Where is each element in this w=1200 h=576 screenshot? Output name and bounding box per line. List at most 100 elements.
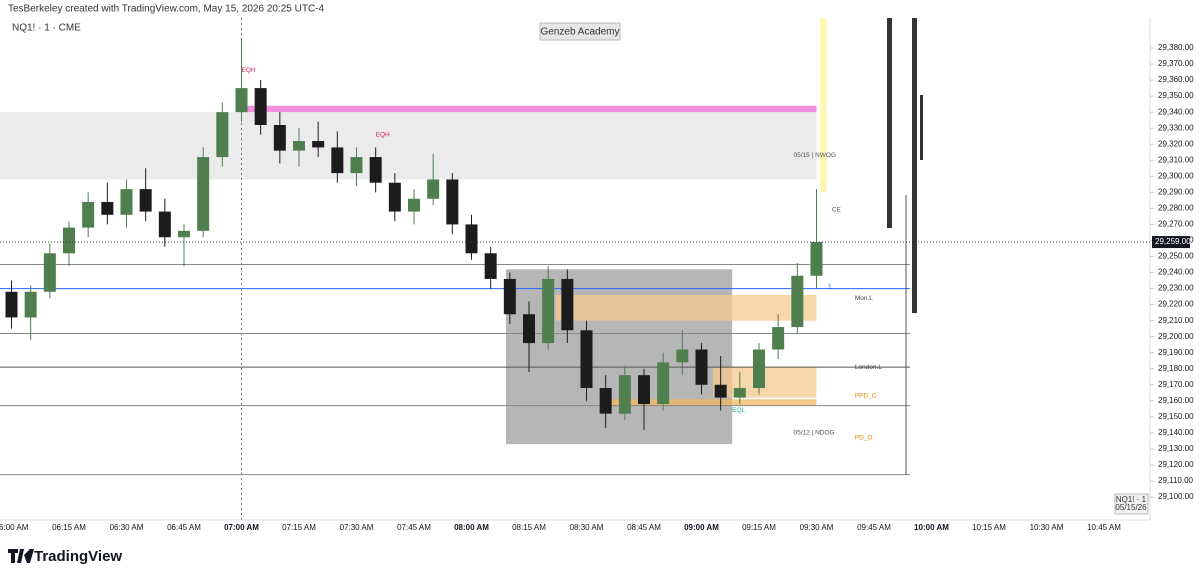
candle-body	[178, 230, 190, 238]
candle-body	[350, 157, 363, 174]
candle-body	[5, 291, 18, 318]
annotation: EQH	[242, 67, 256, 74]
annotation: PPD_C	[855, 393, 877, 400]
x-tick-label: 10:30 AM	[1030, 523, 1064, 532]
x-tick-label: 08:45 AM	[627, 523, 661, 532]
logo-mark	[8, 549, 34, 563]
candle-body	[388, 182, 401, 212]
candle-body	[618, 375, 631, 414]
y-tick-label: 29,140.00	[1158, 428, 1194, 437]
candle-body	[695, 349, 708, 385]
y-tick-label: 29,180.00	[1158, 364, 1194, 373]
candle-body	[446, 179, 459, 225]
highlight	[820, 18, 827, 193]
candle-body	[599, 388, 612, 414]
candle-body	[561, 278, 574, 331]
candle-body	[254, 88, 267, 125]
y-tick-label: 29,220.00	[1158, 300, 1194, 309]
candle-body	[542, 278, 555, 344]
candle-body	[369, 157, 382, 183]
y-tick-label: 29,120.00	[1158, 460, 1194, 469]
candle-body	[273, 124, 286, 151]
candle-body	[158, 211, 171, 238]
annotation: CE	[832, 207, 842, 214]
y-tick-label: 29,310.00	[1158, 155, 1194, 164]
candle-body	[638, 375, 650, 405]
annotation: EQL	[732, 407, 745, 414]
x-tick-label: 09:45 AM	[857, 523, 891, 532]
y-tick-label: 29,360.00	[1158, 75, 1194, 84]
x-tick-label: 06:30 AM	[110, 523, 144, 532]
candle-body	[197, 157, 210, 231]
candle-body	[772, 327, 785, 350]
y-tick-label: 29,110.00	[1158, 476, 1194, 485]
last-price-box	[1152, 236, 1190, 249]
y-tick-label: 29,370.00	[1158, 59, 1194, 68]
annotation: London.L	[855, 364, 882, 371]
y-tick-label: 29,300.00	[1158, 171, 1194, 180]
credit: TesBerkeley created with TradingView.com…	[8, 4, 325, 15]
y-tick-label: 29,170.00	[1158, 380, 1194, 389]
annotation: 1	[828, 284, 832, 291]
x-tick-label: 10:00 AM	[914, 523, 949, 532]
x-tick-label: 08:00 AM	[454, 523, 489, 532]
x-tick-label: 09:30 AM	[800, 523, 834, 532]
candle-body	[676, 349, 689, 363]
corner-symbol: NQ1! · 1	[1116, 495, 1147, 504]
candle-body	[63, 227, 75, 254]
x-tick-label: 07:45 AM	[397, 523, 431, 532]
x-tick-label: 06:45 AM	[167, 523, 201, 532]
candle-body	[503, 278, 516, 315]
y-tick-label: 29,130.00	[1158, 444, 1194, 453]
candle-body	[427, 179, 440, 199]
watermark: Genzeb Academy	[541, 27, 620, 38]
candle-body	[293, 141, 305, 151]
x-tick-label: 07:00 AM	[224, 523, 259, 532]
range-bar	[912, 18, 917, 313]
symbol: NQ1! · 1 · CME	[12, 23, 81, 34]
range-bar	[920, 95, 923, 160]
x-tick-label: 06:15 AM	[52, 523, 86, 532]
candle-body	[523, 314, 535, 344]
brand: TradingView	[34, 548, 122, 565]
y-tick-label: 29,240.00	[1158, 268, 1194, 277]
x-tick-label: 09:00 AM	[684, 523, 719, 532]
corner-box	[1114, 493, 1149, 515]
candle-body	[82, 201, 95, 228]
y-tick-label: 29,150.00	[1158, 412, 1194, 421]
y-tick-label: 29,340.00	[1158, 107, 1194, 116]
candle-body	[139, 189, 152, 212]
candle-body	[810, 242, 823, 276]
y-tick-label: 29,250.00	[1158, 252, 1194, 261]
plot-area: EQH EQH EQL 05/15 | NWOG 05/12 | NDOG Mon.L Lo…	[0, 18, 923, 520]
candle-body	[791, 275, 804, 328]
annotation: 05/12 | NDOG	[794, 430, 835, 437]
annotation: EQH	[376, 131, 390, 138]
logo: TradingView	[8, 548, 122, 565]
candle-body	[753, 349, 765, 389]
zone	[605, 399, 817, 406]
candle-body	[120, 189, 133, 215]
candle-body	[657, 362, 670, 405]
y-tick-label: 29,160.00	[1158, 396, 1194, 405]
y-tick-label: 29,230.00	[1158, 284, 1194, 293]
zone	[241, 105, 817, 113]
candle-body	[235, 88, 248, 113]
candle-body	[24, 291, 37, 318]
candle-body	[733, 388, 746, 398]
candle-body	[714, 384, 727, 398]
candle-body	[580, 330, 593, 389]
candle-body	[101, 201, 114, 215]
candle-body	[465, 224, 478, 254]
candle-body	[43, 253, 56, 292]
range-bar	[887, 18, 892, 228]
annotation: PD_O	[855, 434, 873, 441]
x-tick-label: 09:15 AM	[742, 523, 776, 532]
watermark-box	[539, 22, 621, 41]
candle-body	[216, 112, 229, 158]
annotation: 05/15 | NWOG	[794, 152, 837, 159]
x-tick-label: 07:15 AM	[282, 523, 316, 532]
y-tick-label: 29,280.00	[1158, 203, 1194, 212]
